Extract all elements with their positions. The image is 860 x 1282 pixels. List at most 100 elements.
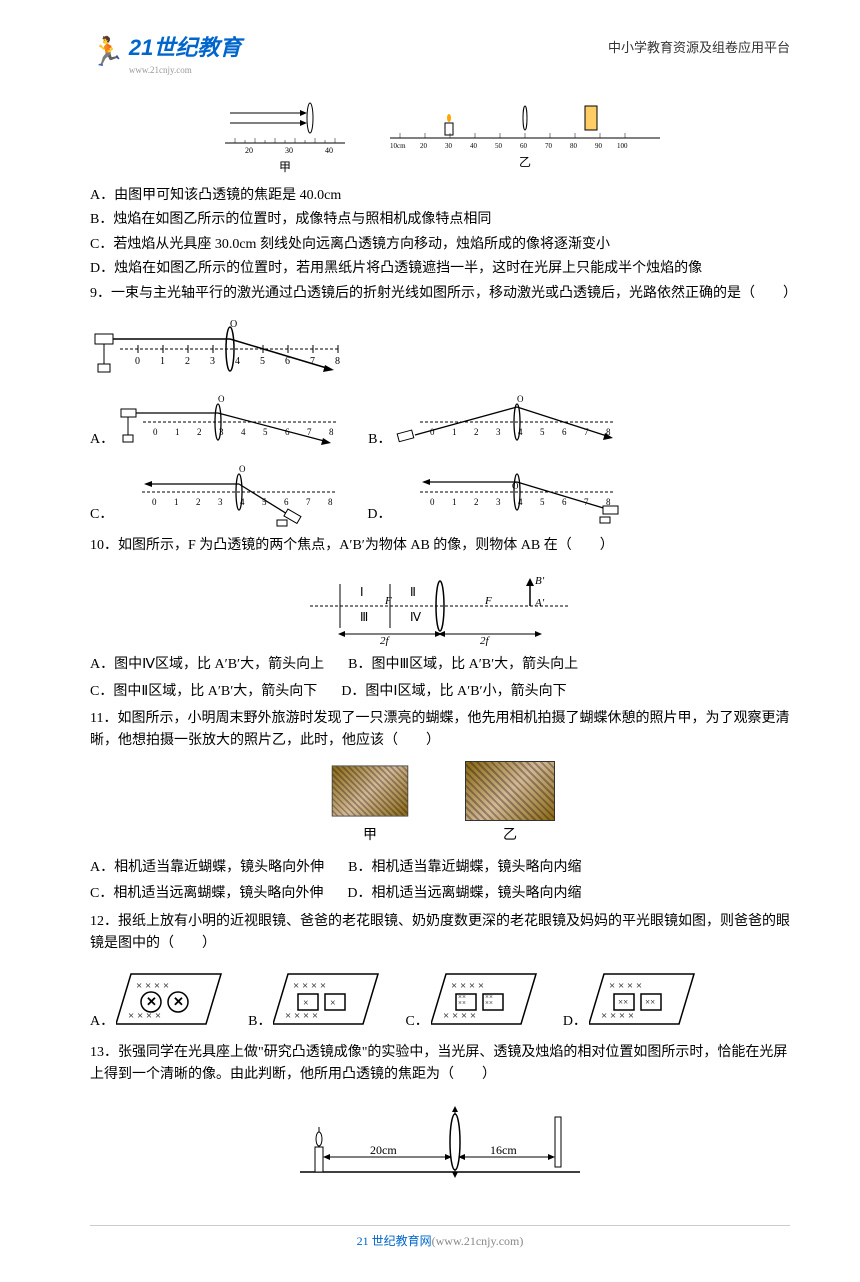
page-footer: 21 世纪教育网(www.21cnjy.com) <box>90 1225 790 1251</box>
svg-text:8: 8 <box>606 497 611 507</box>
svg-text:6: 6 <box>562 427 567 437</box>
svg-text:× × × ×: × × × × <box>136 980 169 992</box>
butterfly-small: 甲 <box>325 761 415 847</box>
q9-options-grid: A． O 012345678 B． O 012345678 C． <box>90 387 790 527</box>
svg-text:0: 0 <box>135 356 140 367</box>
svg-text:××: ×× <box>458 993 466 1001</box>
q11-option-a: A．相机适当靠近蝴蝶，镜头略向外伸 <box>90 857 324 879</box>
q12-label-d: D． <box>563 1011 587 1033</box>
svg-text:2: 2 <box>474 427 479 437</box>
svg-text:20: 20 <box>420 142 428 150</box>
butterfly-large: 乙 <box>465 761 555 847</box>
svg-text:8: 8 <box>606 427 611 437</box>
svg-text:80: 80 <box>570 142 578 150</box>
svg-text:B′: B′ <box>535 575 545 587</box>
q9-label-d: D． <box>367 504 391 526</box>
q10-diagram: ⅠⅡ ⅢⅣ F F B′ A′ 2f 2f <box>90 560 790 652</box>
label-yi: 乙 <box>465 825 555 847</box>
svg-text:0: 0 <box>430 427 435 437</box>
bench-caption: 乙 <box>385 153 665 172</box>
svg-text:8: 8 <box>335 356 340 367</box>
q12-label-c: C． <box>405 1011 428 1033</box>
svg-text:Ⅰ: Ⅰ <box>360 585 364 599</box>
svg-text:8: 8 <box>328 497 333 507</box>
svg-text:5: 5 <box>540 497 545 507</box>
svg-text:0: 0 <box>430 497 435 507</box>
q11-figures: 甲 乙 <box>90 761 790 847</box>
svg-text:××: ×× <box>485 993 493 1001</box>
svg-text:✕: ✕ <box>146 994 157 1009</box>
svg-text:2f: 2f <box>480 635 491 646</box>
svg-text:Ⅱ: Ⅱ <box>410 585 416 599</box>
svg-text:2: 2 <box>197 427 202 437</box>
q12-option-d: D． × × × × × × × × ×××× <box>563 964 709 1034</box>
svg-text:Ⅳ: Ⅳ <box>410 610 421 624</box>
svg-text:1: 1 <box>174 497 179 507</box>
svg-text:O: O <box>517 394 524 404</box>
q11-option-c: C．相机适当远离蝴蝶，镜头略向外伸 <box>90 883 323 905</box>
q8-option-d: D．烛焰在如图乙所示的位置时，若用黑纸片将凸透镜遮挡一半，这时在光屏上只能成半个… <box>90 258 790 280</box>
bench-figure: 10cm 2030 4050 6070 8090 100 乙 <box>385 98 665 177</box>
q9-option-a: A． O 012345678 <box>90 387 348 452</box>
svg-text:20: 20 <box>245 146 253 155</box>
svg-text:1: 1 <box>160 356 165 367</box>
q11-option-d: D．相机适当远离蝴蝶，镜头略向内缩 <box>347 883 581 905</box>
svg-text:× × × ×: × × × × <box>293 980 326 992</box>
svg-text:2: 2 <box>185 356 190 367</box>
svg-text:4: 4 <box>235 356 240 367</box>
q12-options: A． × × × × × × × × ✕ ✕ B． × × × × × × × … <box>90 964 790 1034</box>
svg-text:××: ×× <box>618 997 628 1007</box>
butterfly-icon <box>332 765 409 816</box>
svg-text:5: 5 <box>263 427 268 437</box>
svg-text:A′: A′ <box>534 597 545 609</box>
q11-options: A．相机适当靠近蝴蝶，镜头略向外伸 B．相机适当靠近蝴蝶，镜头略向内缩 C．相机… <box>90 855 790 908</box>
svg-text:0: 0 <box>152 497 157 507</box>
svg-text:3: 3 <box>496 497 501 507</box>
svg-text:6: 6 <box>562 497 567 507</box>
svg-text:3: 3 <box>218 497 223 507</box>
q10-option-a: A．图中Ⅳ区域，比 A′B′大，箭头向上 <box>90 654 324 676</box>
label-jia: 甲 <box>325 825 415 847</box>
q8-option-a: A．由图甲可知该凸透镜的焦距是 40.0cm <box>90 185 790 207</box>
header-subtitle: 中小学教育资源及组卷应用平台 <box>608 38 790 59</box>
svg-text:××: ×× <box>645 997 655 1007</box>
svg-text:100: 100 <box>617 142 628 150</box>
svg-text:O: O <box>218 394 225 404</box>
q12-option-c: C． × × × × × × × × ×××× ×××× <box>405 964 550 1034</box>
svg-text:F: F <box>384 595 392 607</box>
logo: 🏃 21世纪教育 www.21cnjy.com <box>90 30 241 78</box>
footer-url: (www.21cnjy.com) <box>432 1234 524 1248</box>
svg-text:7: 7 <box>584 427 589 437</box>
svg-text:40: 40 <box>470 142 478 150</box>
svg-text:6: 6 <box>284 497 289 507</box>
svg-text:× × × ×: × × × × <box>451 980 484 992</box>
svg-text:2f: 2f <box>380 635 391 646</box>
svg-text:10cm: 10cm <box>390 142 406 150</box>
logo-url: www.21cnjy.com <box>129 63 241 77</box>
q8-option-c: C．若烛焰从光具座 30.0cm 刻线处向远离凸透镜方向移动，烛焰所成的像将逐渐… <box>90 234 790 256</box>
svg-text:7: 7 <box>307 427 312 437</box>
svg-text:Ⅲ: Ⅲ <box>360 610 368 624</box>
svg-text:8: 8 <box>329 427 334 437</box>
svg-text:5: 5 <box>260 356 265 367</box>
svg-text:5: 5 <box>262 497 267 507</box>
svg-text:50: 50 <box>495 142 503 150</box>
svg-text:× × × ×: × × × × <box>128 1010 161 1022</box>
q12-option-a: A． × × × × × × × × ✕ ✕ <box>90 964 236 1034</box>
q9-option-d: D． O 012345678 <box>367 462 625 527</box>
svg-text:× × × ×: × × × × <box>443 1010 476 1022</box>
logo-text: 21世纪教育 <box>129 35 241 60</box>
svg-text:× × × ×: × × × × <box>285 1010 318 1022</box>
q9-main-diagram: O 012345678 <box>90 309 790 379</box>
footer-brand: 21 世纪教育网 <box>357 1234 432 1248</box>
q9-label-a: A． <box>90 429 114 451</box>
svg-text:7: 7 <box>584 497 589 507</box>
svg-text:1: 1 <box>175 427 180 437</box>
q10-option-b: B．图中Ⅲ区域，比 A′B′大，箭头向上 <box>348 654 578 676</box>
butterfly-icon <box>465 761 555 821</box>
d2-label: 16cm <box>490 1143 517 1157</box>
svg-text:O: O <box>239 464 246 474</box>
svg-text:30: 30 <box>285 146 293 155</box>
q9-option-c: C． O 012345678 <box>90 462 347 527</box>
svg-text:O: O <box>230 319 237 330</box>
